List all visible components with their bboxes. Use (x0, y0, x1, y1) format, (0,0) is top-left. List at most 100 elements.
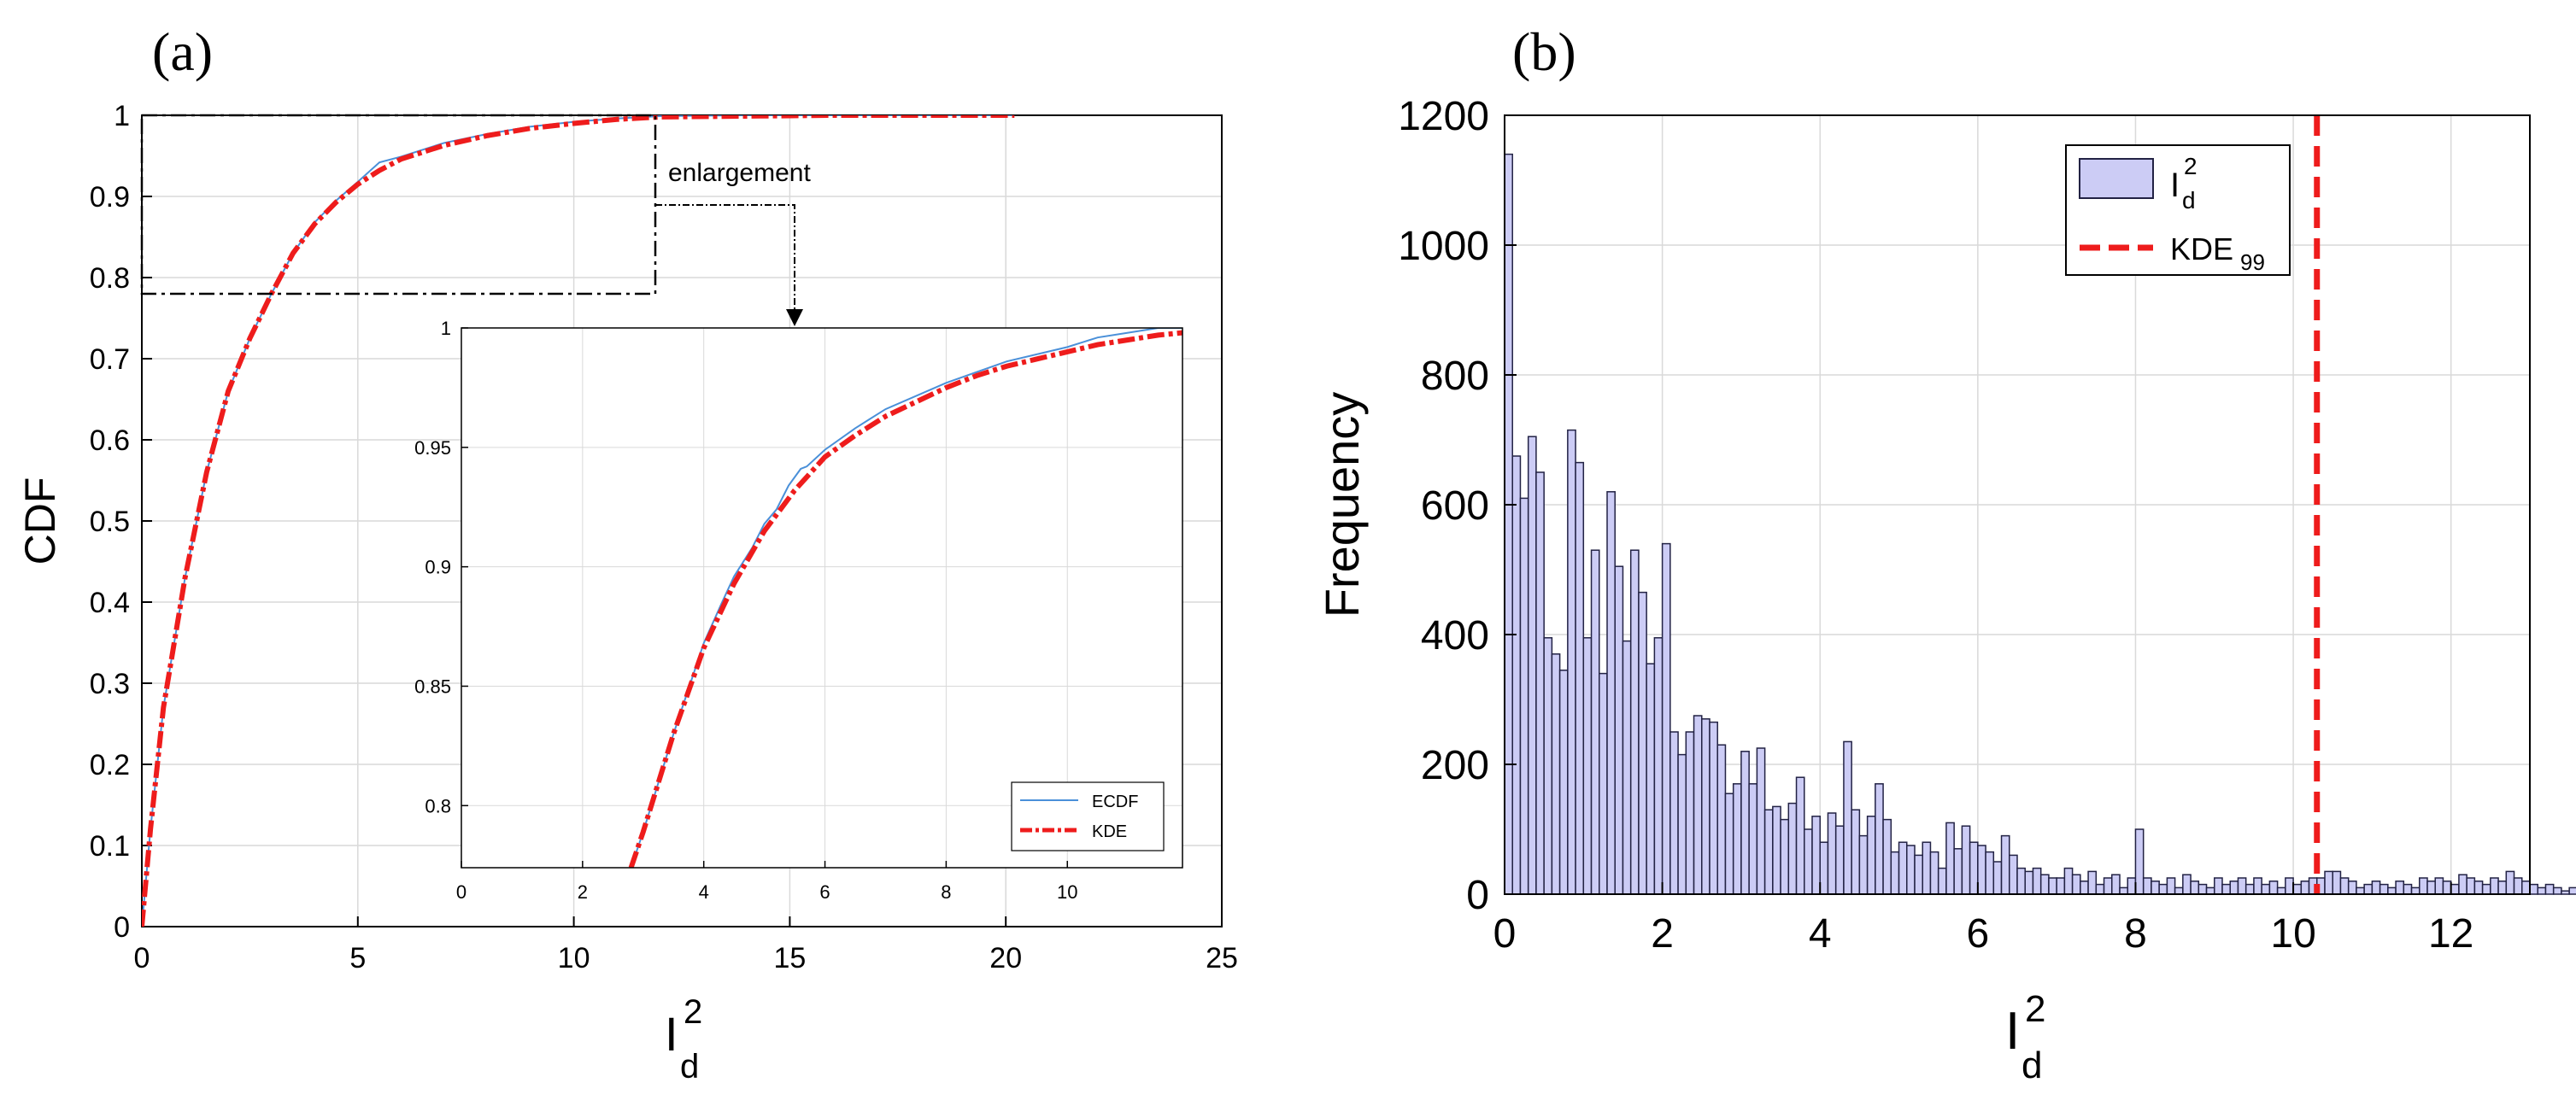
inset-x-tick-label: 8 (941, 881, 951, 903)
legend-kde99-label-main: KDE (2170, 231, 2233, 266)
x-tick-label: 4 (1809, 911, 1832, 957)
histogram-bar (2111, 874, 2121, 895)
histogram-bar (2371, 881, 2381, 895)
histogram-bar (2276, 886, 2286, 895)
histogram-bar (1669, 731, 1679, 895)
histogram-bar (2024, 870, 2034, 895)
histogram-bar (2561, 890, 2570, 895)
histogram-bar (1834, 825, 1845, 895)
histogram-bar (2481, 883, 2491, 895)
histogram-bar (2174, 886, 2184, 895)
histogram-bar (1614, 565, 1624, 895)
histogram-bar (1819, 841, 1829, 895)
y-tick-label: 0.9 (90, 181, 130, 214)
inset-chart: 0 2 4 6 8 10 0.8 0.85 0.9 0.95 1 ECDF KDE (414, 318, 1183, 903)
histogram-bar (2292, 883, 2303, 895)
panel-a-xlabel-sub: d (680, 1048, 699, 1085)
panel-b-x-axis-label: I 2 d (2005, 988, 2045, 1086)
histogram-bar (2537, 886, 2547, 895)
x-tick-label: 5 (349, 942, 366, 974)
histogram-bar (2190, 881, 2200, 895)
histogram-bar (2048, 877, 2057, 895)
histogram-bar (1709, 721, 1718, 895)
histogram-bar (2103, 877, 2113, 895)
panel-b-xlabel-sup: 2 (2025, 988, 2045, 1030)
histogram-bar (2300, 881, 2310, 895)
histogram-bar (1945, 822, 1955, 895)
panel-a-x-ticks: 0 5 10 15 20 25 (134, 916, 1238, 974)
histogram-bar (1716, 744, 1727, 895)
histogram-bar (1661, 542, 1671, 895)
histogram-bar (1961, 825, 1971, 895)
y-tick-label: 1 (114, 100, 130, 132)
histogram-bar (1875, 783, 1884, 895)
x-tick-label: 0 (134, 942, 150, 974)
histogram-bar (1827, 812, 1837, 895)
x-tick-label: 12 (2428, 911, 2473, 957)
panel-a-label: (a) (152, 21, 213, 82)
histogram-bar (2363, 883, 2374, 895)
inset-legend: ECDF KDE (1011, 781, 1165, 851)
histogram-bar (1748, 783, 1758, 895)
histogram-bar (1558, 670, 1569, 895)
histogram-bar (2127, 877, 2137, 895)
histogram-bar (1795, 776, 1805, 895)
histogram-bar (1653, 637, 1664, 895)
histogram-bar (2119, 886, 2128, 895)
histogram-bar (2080, 881, 2089, 895)
histogram-bar (2151, 881, 2160, 895)
y-tick-label: 0 (1466, 873, 1489, 918)
histogram-bar (1763, 809, 1774, 895)
histogram-bar (2347, 881, 2357, 895)
histogram-bar (1504, 153, 1513, 895)
y-tick-label: 1200 (1398, 94, 1489, 139)
histogram-bar (2095, 883, 2105, 895)
histogram-bar (2244, 883, 2255, 895)
y-tick-label: 0.3 (90, 668, 130, 700)
histogram-bar (2166, 877, 2176, 895)
histogram-bar (1599, 672, 1608, 895)
histogram-bar (1985, 851, 1995, 895)
histogram-bar (1606, 491, 1616, 895)
histogram-bar (2379, 883, 2389, 895)
histogram-bar (1851, 809, 1861, 895)
histogram-bar (1882, 818, 1892, 895)
inset-x-tick-label: 10 (1057, 881, 1077, 903)
histogram-bar (1701, 718, 1710, 895)
histogram-bar (2158, 883, 2168, 895)
histogram-bar (2056, 877, 2066, 895)
inset-axes-box (461, 327, 1183, 869)
histogram-bar (1937, 867, 1947, 895)
histogram-bar (1843, 740, 1852, 895)
histogram-bar (1787, 802, 1798, 895)
histogram-bar (1590, 549, 1600, 895)
histogram-bar (1527, 436, 1537, 895)
legend-histogram-label-main: I (2170, 167, 2180, 204)
histogram-bar (1906, 845, 1916, 895)
histogram-bar (2221, 883, 2231, 895)
inset-y-tick-label: 0.95 (414, 437, 451, 459)
histogram-bar (2419, 877, 2428, 895)
histogram-bar (1890, 851, 1900, 895)
panel-a-x-axis-label: I 2 d (665, 993, 702, 1085)
x-tick-label: 20 (989, 942, 1022, 974)
histogram-bar (1535, 471, 1545, 895)
histogram-bar (2450, 883, 2460, 895)
histogram-bar (1740, 751, 1750, 895)
histogram-bar (1977, 845, 1986, 895)
y-tick-label: 0.8 (90, 262, 130, 295)
histogram-bar (2403, 883, 2413, 895)
enlargement-annotation: enlargement (668, 159, 811, 187)
x-tick-label: 8 (2124, 911, 2147, 957)
histogram-bar (2237, 877, 2247, 895)
histogram-bar (2253, 877, 2262, 895)
panel-a: (a) 0 5 10 15 20 25 00.10.20.30.40.50.60.70.8… (16, 21, 1238, 1085)
inset-x-tick-label: 6 (819, 881, 830, 903)
x-tick-label: 15 (773, 942, 806, 974)
histogram-bar (1929, 851, 1939, 895)
legend-histogram-label-sub: d (2182, 187, 2196, 214)
inset-legend-box (1011, 781, 1165, 851)
histogram-bar (1511, 455, 1522, 895)
histogram-bar (1898, 841, 1908, 895)
